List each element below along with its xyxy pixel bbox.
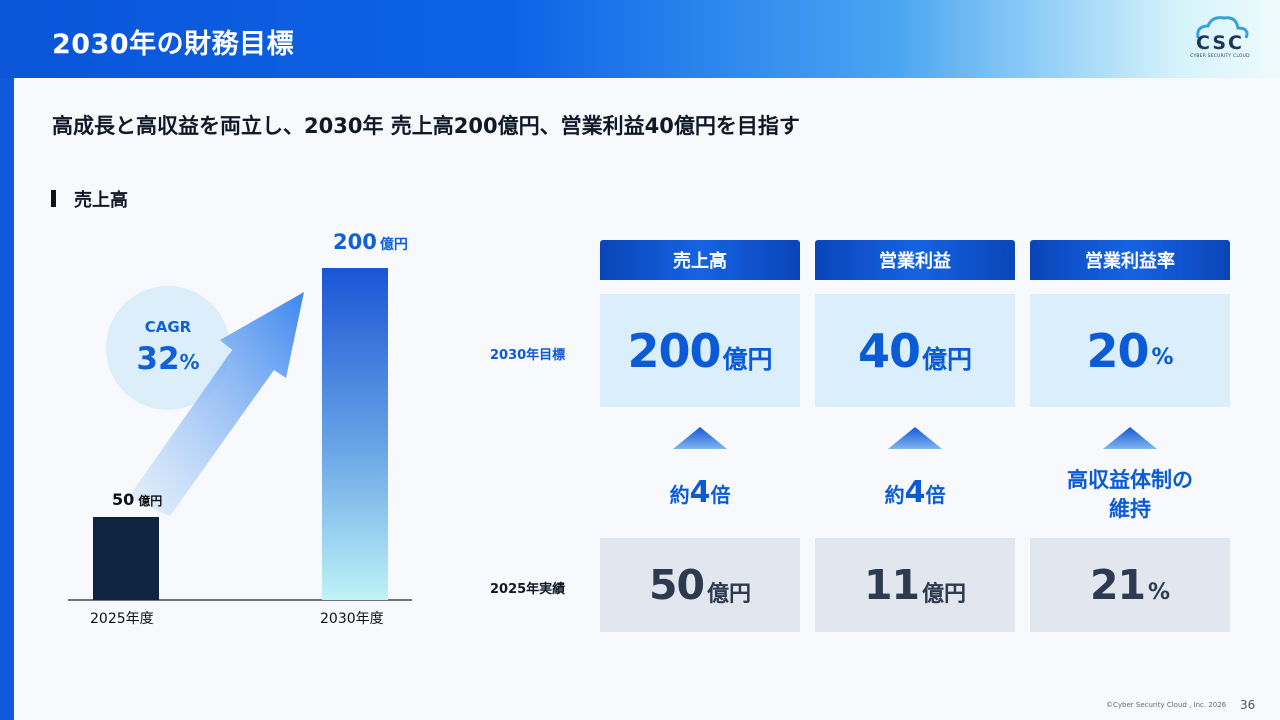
cagr-number: 32 bbox=[136, 341, 180, 377]
cloud-icon bbox=[1196, 16, 1249, 39]
target-revenue: 200 億円 bbox=[600, 294, 800, 407]
multiplier-suffix: 倍 bbox=[925, 483, 946, 507]
logo-subtext: CYBER SECURITY CLOUD bbox=[1190, 54, 1250, 59]
cagr-circle bbox=[106, 286, 230, 410]
bar-2025 bbox=[93, 517, 159, 600]
target-operating-margin: 20% bbox=[1030, 294, 1230, 407]
actual-profit-value: 11 bbox=[863, 561, 920, 609]
page-number: 36 bbox=[1240, 698, 1256, 712]
multiplier-number: 4 bbox=[689, 475, 711, 510]
bar-2030-label: 200 億円 bbox=[333, 230, 408, 254]
target-profit-value: 40 bbox=[857, 323, 921, 378]
category-label-2025: 2025年度 bbox=[90, 611, 154, 627]
actual-margin-unit: % bbox=[1148, 579, 1171, 605]
up-triangle-icon bbox=[1103, 427, 1157, 449]
actual-operating-margin: 21% bbox=[1030, 538, 1230, 632]
actual-revenue-unit: 億円 bbox=[707, 582, 752, 607]
left-accent-bar bbox=[0, 78, 14, 720]
bar-2030-value: 200 bbox=[333, 230, 377, 254]
target-revenue-value: 200 bbox=[627, 323, 721, 378]
multiplier-suffix: 倍 bbox=[710, 483, 731, 507]
csc-logo: CSC CYBER SECURITY CLOUD bbox=[1184, 12, 1256, 66]
cagr-label: CAGR bbox=[144, 318, 192, 336]
actual-operating-profit: 11 億円 bbox=[815, 538, 1015, 632]
multiplier-number: 4 bbox=[904, 475, 926, 510]
multiplier-prefix: 約 bbox=[669, 483, 690, 507]
cagr-value: 32% bbox=[120, 341, 216, 377]
logo-text: CSC bbox=[1196, 32, 1244, 54]
bar-2030 bbox=[322, 268, 388, 600]
column-header-operating-profit: 営業利益 bbox=[815, 240, 1015, 280]
actual-profit-unit: 億円 bbox=[922, 582, 967, 607]
margin-note-line1: 高収益体制の bbox=[1067, 468, 1193, 492]
actual-margin-value: 21 bbox=[1089, 561, 1146, 609]
section-label: 売上高 bbox=[74, 190, 128, 211]
target-profit-unit: 億円 bbox=[922, 344, 973, 374]
actual-revenue-value: 50 bbox=[648, 561, 705, 609]
multiplier-prefix: 約 bbox=[884, 483, 905, 507]
margin-note: 高収益体制の 維持 bbox=[1030, 466, 1230, 524]
header-bar bbox=[0, 0, 1280, 78]
bar-2025-label: 50 億円 bbox=[112, 490, 162, 509]
column-header-revenue: 売上高 bbox=[600, 240, 800, 280]
target-margin-value: 20 bbox=[1086, 323, 1149, 378]
category-label-2030: 2030年度 bbox=[320, 611, 384, 627]
bar-2025-unit: 億円 bbox=[138, 494, 163, 508]
up-triangle-icon bbox=[673, 427, 727, 449]
row-label-target: 2030年目標 bbox=[490, 348, 566, 363]
target-revenue-unit: 億円 bbox=[722, 344, 773, 374]
slide-subtitle: 高成長と高収益を両立し、2030年 売上高200億円、営業利益40億円を目指す bbox=[52, 114, 800, 138]
growth-arrow bbox=[128, 292, 304, 516]
copyright: ©Cyber Security Cloud , Inc. 2026 bbox=[1106, 701, 1227, 709]
column-header-operating-margin: 営業利益率 bbox=[1030, 240, 1230, 280]
revenue-bar-chart bbox=[68, 268, 412, 601]
bar-2025-value: 50 bbox=[112, 490, 135, 509]
page-title: 2030年の財務目標 bbox=[52, 29, 295, 60]
revenue-multiplier: 約4倍 bbox=[600, 475, 800, 510]
bar-2030-unit: 億円 bbox=[379, 237, 408, 253]
target-margin-unit: % bbox=[1151, 345, 1174, 370]
profit-multiplier: 約4倍 bbox=[815, 475, 1015, 510]
up-triangle-icon bbox=[888, 427, 942, 449]
row-label-actual: 2025年実績 bbox=[490, 582, 566, 597]
margin-note-line2: 維持 bbox=[1109, 497, 1151, 521]
target-operating-profit: 40 億円 bbox=[815, 294, 1015, 407]
cagr-unit: % bbox=[179, 350, 200, 374]
section-marker bbox=[51, 190, 56, 207]
actual-revenue: 50 億円 bbox=[600, 538, 800, 632]
